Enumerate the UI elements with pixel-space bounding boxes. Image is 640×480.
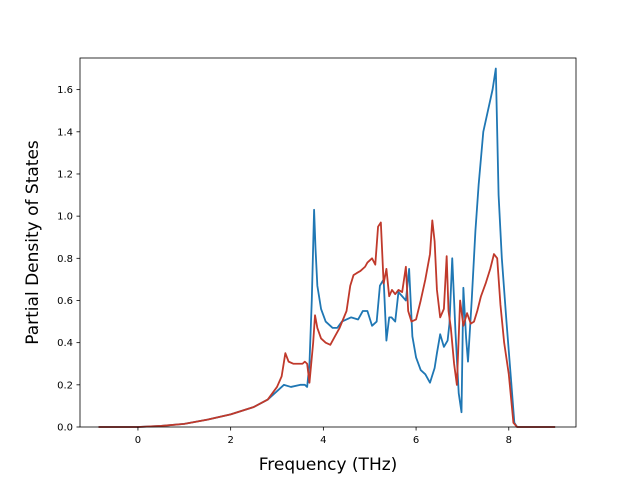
x-tick-label: 4: [320, 435, 326, 446]
x-tick-label: 0: [135, 435, 141, 446]
y-tick-label: 1.0: [57, 212, 73, 223]
x-axis-ticks: 0 2 4 6 8: [135, 427, 512, 446]
x-tick-label: 8: [506, 435, 512, 446]
y-tick-label: 0.0: [57, 423, 73, 434]
y-tick-label: 1.6: [57, 85, 73, 96]
y-tick-label: 1.4: [57, 127, 73, 138]
y-tick-label: 0.4: [57, 338, 73, 349]
y-tick-label: 0.2: [57, 380, 73, 391]
series-line-1: [98, 67, 556, 428]
plot-area: [98, 67, 556, 428]
y-tick-label: 0.8: [57, 254, 73, 265]
y-tick-label: 0.6: [57, 296, 73, 307]
x-tick-label: 6: [413, 435, 419, 446]
series-line-2: [98, 219, 556, 428]
x-tick-label: 2: [227, 435, 233, 446]
x-axis-label: Frequency (THz): [259, 455, 398, 475]
y-axis-label: Partial Density of States: [23, 140, 43, 345]
y-tick-label: 1.2: [57, 169, 73, 180]
y-axis-ticks: 0.0 0.2 0.4 0.6 0.8 1.0 1.2 1.4 1.6: [57, 85, 80, 434]
axes-frame: [79, 57, 577, 428]
